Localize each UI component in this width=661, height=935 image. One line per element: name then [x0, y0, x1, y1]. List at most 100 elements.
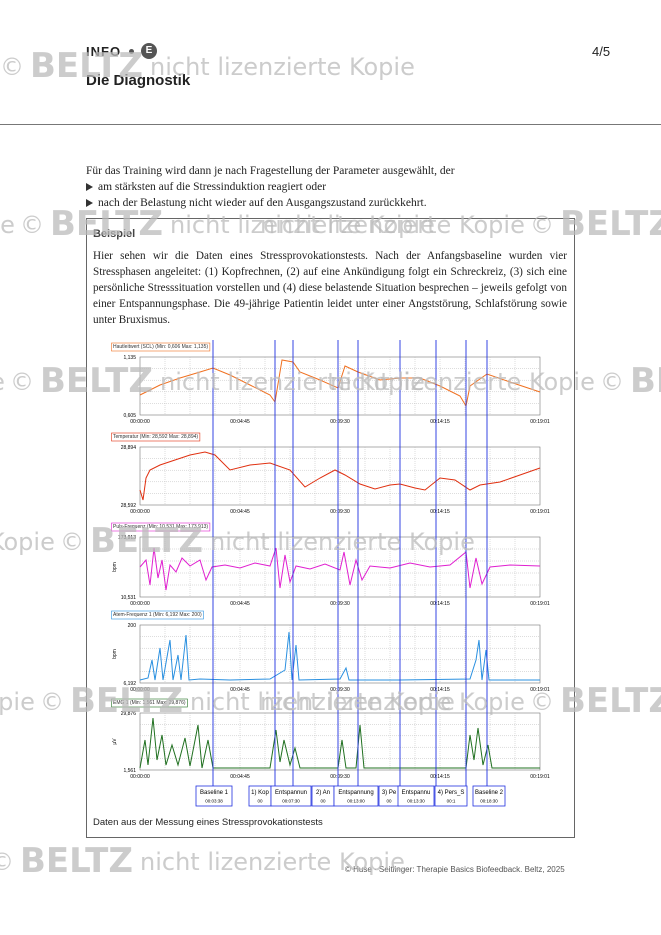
header-title: Die Diagnostik [86, 72, 191, 89]
time-label: 00:14:15 [430, 774, 450, 780]
watermark: © [530, 211, 554, 239]
watermark: nicht lizenzierte Kopie [0, 688, 35, 716]
signal-trace [139, 631, 540, 681]
watermark: BELTZ [50, 204, 163, 244]
signal-trace [139, 547, 541, 591]
watermark: nicht lizenzierte Kopie [160, 368, 425, 396]
bullet: am stärksten auf die Stressinduktion rea… [86, 179, 566, 195]
y-min-label: 10,531 [121, 595, 137, 601]
marker-name: 4) Pers_S [438, 790, 465, 796]
watermark: nicht lizenzierte Kopie [210, 528, 475, 556]
marker-name: Baseline 1 [200, 790, 229, 796]
time-label: 00:09:30 [330, 601, 350, 607]
marker-name: 3) Pe [382, 790, 397, 796]
watermark: © [600, 368, 624, 396]
marker-box [472, 785, 506, 807]
marker-time: 00:18:30 [480, 799, 498, 804]
legend-frame [111, 610, 204, 620]
page-number: 4/5 [592, 44, 611, 59]
watermark: © [60, 528, 84, 556]
example-paragraph: Hier sehen wir die Daten eines Stresspro… [93, 250, 567, 326]
y-min-label: 6,192 [123, 681, 136, 687]
watermark: nicht lizenzierte Kopie [0, 211, 15, 239]
panel-legend: Atem-Frequenz 1 (Min: 6,192 Max: 200) [113, 612, 202, 618]
signal-trace [139, 717, 540, 769]
header-badge: E [141, 43, 157, 59]
legend-frame [111, 342, 211, 352]
time-label: 00:14:15 [430, 601, 450, 607]
time-label: 00:09:30 [330, 509, 350, 515]
time-label: 00:09:30 [330, 774, 350, 780]
watermark: BELTZ [30, 46, 143, 86]
time-label: 00:00:00 [130, 509, 150, 515]
y-max-label: 200 [128, 623, 137, 629]
time-label: 00:00:00 [130, 601, 150, 607]
time-label: 00:19:01 [530, 509, 550, 515]
y-max-label: 173,913 [118, 535, 136, 541]
y-max-label: 28,894 [121, 445, 137, 451]
watermark: BELTZ [70, 681, 183, 721]
legend-frame [111, 432, 201, 442]
example-heading: Beispiel [93, 228, 136, 240]
time-label: 00:00:00 [130, 419, 150, 425]
marker-box [333, 785, 379, 807]
y-min-label: 0,605 [123, 413, 136, 419]
watermark: BELTZ [20, 841, 133, 881]
time-label: 00:09:30 [330, 419, 350, 425]
time-label: 00:19:01 [530, 687, 550, 693]
marker-name: Entspannung [338, 790, 373, 796]
time-label: 00:19:01 [530, 601, 550, 607]
bullet: nach der Belastung nicht wieder auf den … [86, 195, 566, 211]
watermark: © [530, 688, 554, 716]
y-max-label: 29,876 [121, 711, 137, 717]
watermark: nicht lizenzierte Kopie [150, 53, 415, 81]
y-min-label: 28,592 [121, 503, 137, 509]
marker-name: Entspannun [275, 790, 307, 796]
y-min-label: 1,561 [123, 768, 136, 774]
watermark: nicht lizenzierte Kopie [0, 528, 55, 556]
panel-legend: Puls-Frequenz (Min: 10,531 Max: 173,913) [113, 524, 208, 530]
watermark: nicht lizenzierte Kopie [190, 688, 455, 716]
signal-trace [139, 451, 541, 501]
marker-time: 00 [257, 799, 263, 804]
marker-box [434, 785, 468, 807]
time-label: 00:04:45 [230, 601, 250, 607]
time-label: 00:14:15 [430, 687, 450, 693]
watermark: © [20, 211, 44, 239]
time-label: 00:19:01 [530, 419, 550, 425]
signal-trace [139, 359, 541, 408]
marker-name: 2) An [316, 790, 330, 796]
header-dot [129, 49, 134, 54]
watermark: nicht lizenzierte Kopie [0, 368, 5, 396]
watermark: nicht lizenzierte Kopie [260, 211, 525, 239]
time-label: 00:00:00 [130, 687, 150, 693]
intro: Für das Training wird dann je nach Frage… [86, 163, 566, 211]
watermark: nicht lizenzierte Kopie [170, 211, 435, 239]
header-label: INFO [86, 44, 122, 59]
marker-time: 00:03:38 [205, 799, 223, 804]
marker-name: Entspannu [402, 790, 431, 796]
time-label: 00:04:45 [230, 687, 250, 693]
watermark: nicht lizenzierte Kopie [260, 688, 525, 716]
y-max-label: 1,135 [123, 355, 136, 361]
time-label: 00:04:45 [230, 774, 250, 780]
time-label: 00:04:45 [230, 419, 250, 425]
unit-label: bpm [112, 649, 118, 659]
unit-label: µV [112, 738, 118, 745]
watermark: BELTZ [40, 361, 153, 401]
marker-time: 00 [320, 799, 326, 804]
watermark: BELTZ [560, 204, 661, 244]
time-label: 00:00:00 [130, 774, 150, 780]
unit-label: bpm [112, 562, 118, 572]
watermark: © [40, 688, 64, 716]
panel-legend: Hautleitwert (SCL) (Min: 0,606 Max: 1,13… [113, 344, 208, 350]
time-label: 00:14:15 [430, 419, 450, 425]
example-box [86, 218, 575, 838]
watermark: BELTZ [90, 521, 203, 561]
marker-box [397, 785, 435, 807]
watermark: © [0, 848, 14, 876]
time-label: 00:14:15 [430, 509, 450, 515]
marker-time: 00:1 [447, 799, 456, 804]
